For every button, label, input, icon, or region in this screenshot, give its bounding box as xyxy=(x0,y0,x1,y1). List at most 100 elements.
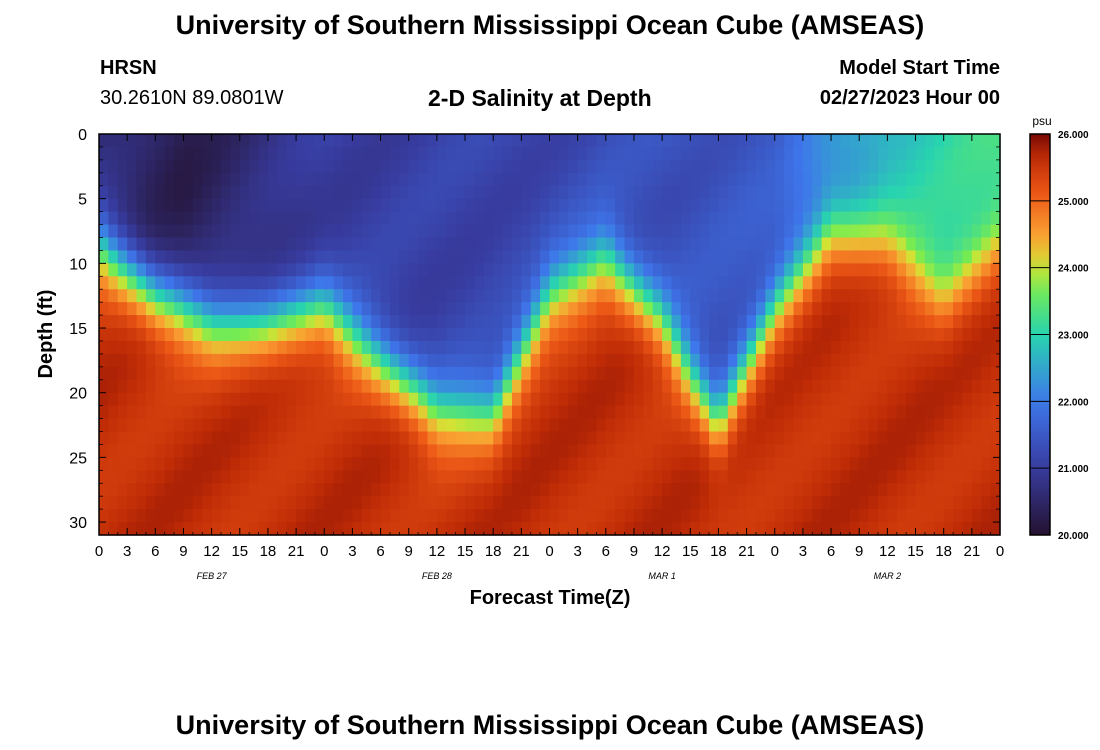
heatmap-cell xyxy=(446,431,457,446)
heatmap-cell xyxy=(615,315,626,329)
heatmap-cell xyxy=(624,263,635,277)
heatmap-cell xyxy=(558,522,569,536)
heatmap-cell xyxy=(971,289,982,303)
heatmap-cell xyxy=(633,302,644,316)
heatmap-cell xyxy=(831,185,842,200)
heatmap-cell xyxy=(680,289,691,303)
heatmap-cell xyxy=(296,211,307,226)
heatmap-cell xyxy=(511,457,522,471)
heatmap-cell xyxy=(774,418,785,433)
heatmap-cell xyxy=(568,496,579,510)
heatmap-cell xyxy=(221,405,231,420)
heatmap-cell xyxy=(971,457,982,471)
heatmap-cell xyxy=(155,211,166,226)
heatmap-cell xyxy=(427,496,438,510)
heatmap-cell xyxy=(314,340,325,355)
heatmap-cell xyxy=(727,263,738,277)
heatmap-cell xyxy=(202,379,213,394)
heatmap-cell xyxy=(465,483,476,497)
heatmap-cell xyxy=(981,263,992,277)
heatmap-cell xyxy=(680,250,691,264)
heatmap-cell xyxy=(333,457,344,471)
heatmap-cell xyxy=(239,134,250,148)
heatmap-cell xyxy=(699,237,710,252)
heatmap-cell xyxy=(418,392,429,407)
heatmap-cell xyxy=(699,263,710,277)
heatmap-cell xyxy=(221,211,231,226)
heatmap-cell xyxy=(540,263,551,277)
heatmap-cell xyxy=(164,315,175,329)
heatmap-cell xyxy=(521,146,532,161)
heatmap-cell xyxy=(267,159,278,174)
heatmap-cell xyxy=(859,328,870,342)
heatmap-cell xyxy=(371,431,382,446)
heatmap-cell xyxy=(915,509,926,523)
heatmap-cell xyxy=(530,263,541,277)
heatmap-cell xyxy=(821,211,832,226)
heatmap-cell xyxy=(286,457,297,471)
heatmap-cell xyxy=(108,444,119,458)
heatmap-cell xyxy=(192,211,203,226)
heatmap-cell xyxy=(849,211,860,226)
heatmap-cell xyxy=(530,250,541,264)
heatmap-cell xyxy=(211,250,222,264)
heatmap-cell xyxy=(296,315,307,329)
heatmap-cell xyxy=(896,457,907,471)
x-tick-label: 12 xyxy=(879,543,896,560)
heatmap-cell xyxy=(483,444,494,458)
heatmap-cell xyxy=(145,172,156,187)
heatmap-cell xyxy=(99,444,109,458)
heatmap-cell xyxy=(380,198,391,213)
heatmap-cell xyxy=(605,198,616,213)
heatmap-cell xyxy=(821,392,832,407)
heatmap-cell xyxy=(155,353,166,368)
heatmap-cell xyxy=(765,418,776,433)
heatmap-cell xyxy=(333,302,344,316)
heatmap-cell xyxy=(718,392,729,407)
heatmap-cell xyxy=(662,289,673,303)
heatmap-cell xyxy=(915,353,926,368)
heatmap-cell xyxy=(793,340,804,355)
heatmap-cell xyxy=(924,224,935,239)
x-tick-label: 9 xyxy=(855,543,863,560)
heatmap-cell xyxy=(990,198,1001,213)
heatmap-cell xyxy=(361,340,372,355)
heatmap-cell xyxy=(455,276,466,290)
heatmap-cell xyxy=(483,522,494,536)
heatmap-cell xyxy=(690,276,701,290)
heatmap-cell xyxy=(802,431,813,446)
heatmap-cell xyxy=(558,289,569,303)
heatmap-cell xyxy=(286,509,297,523)
heatmap-cell xyxy=(568,509,579,523)
heatmap-cell xyxy=(577,496,588,510)
heatmap-cell xyxy=(802,159,813,174)
heatmap-cell xyxy=(877,263,888,277)
heatmap-cell xyxy=(765,211,776,226)
heatmap-cell xyxy=(953,211,964,226)
heatmap-cell xyxy=(455,315,466,329)
heatmap-cell xyxy=(718,198,729,213)
heatmap-cell xyxy=(887,211,898,226)
heatmap-cell xyxy=(117,134,128,148)
heatmap-cell xyxy=(446,302,457,316)
heatmap-cell xyxy=(202,172,213,187)
heatmap-cell xyxy=(633,250,644,264)
heatmap-cell xyxy=(380,379,391,394)
heatmap-cell xyxy=(859,444,870,458)
heatmap-cell xyxy=(981,353,992,368)
heatmap-cell xyxy=(211,159,222,174)
heatmap-cell xyxy=(568,379,579,394)
heatmap-cell xyxy=(352,250,363,264)
x-tick-label: 3 xyxy=(123,543,131,560)
heatmap-cell xyxy=(164,276,175,290)
heatmap-cell xyxy=(258,405,269,420)
heatmap-cell xyxy=(549,289,560,303)
heatmap-cell xyxy=(427,302,438,316)
heatmap-cell xyxy=(558,224,569,239)
heatmap-cell xyxy=(868,431,879,446)
heatmap-cell xyxy=(99,418,109,433)
heatmap-cell xyxy=(662,302,673,316)
heatmap-cell xyxy=(840,392,851,407)
heatmap-cell xyxy=(540,134,551,148)
heatmap-cell xyxy=(784,431,795,446)
